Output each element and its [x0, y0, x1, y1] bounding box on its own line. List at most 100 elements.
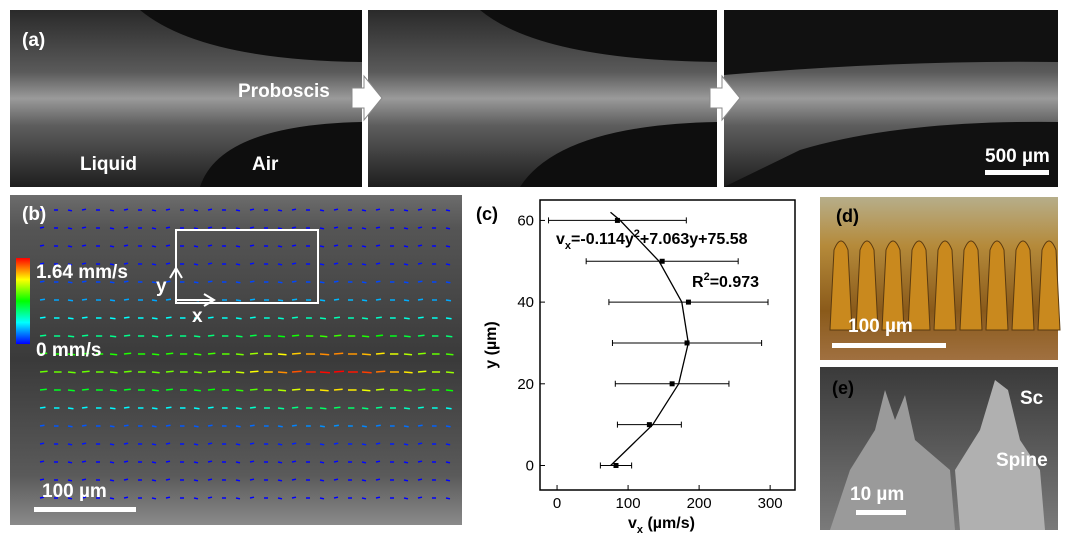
- vector: [320, 462, 324, 463]
- vector: [152, 408, 157, 409]
- vector: [320, 336, 327, 337]
- vector: [320, 282, 324, 283]
- vector: [82, 389, 89, 390]
- vector: [404, 390, 412, 391]
- vector: [446, 444, 450, 445]
- vector: [292, 497, 296, 498]
- vector: [208, 353, 215, 354]
- vector: [236, 264, 240, 265]
- vector: [334, 263, 338, 264]
- vector: [278, 354, 287, 355]
- vector: [110, 444, 114, 445]
- vector: [278, 264, 282, 265]
- vector: [82, 461, 86, 462]
- xl-part: (µm/s): [643, 515, 695, 532]
- vector: [250, 425, 255, 426]
- scale-bar: [985, 170, 1049, 175]
- colorbar-max: 1.64 mm/s: [36, 262, 128, 283]
- vector: [376, 335, 383, 336]
- vector: [404, 210, 408, 211]
- scale-label: 10 µm: [850, 484, 904, 505]
- vector: [124, 227, 128, 228]
- vector: [446, 282, 450, 283]
- vector: [124, 353, 131, 354]
- vector: [194, 408, 200, 409]
- vector: [82, 335, 88, 336]
- panel-c: (c) vx=-0.114y2+7.063y+75.58 R2=0.973 vx…: [476, 200, 795, 533]
- vector: [236, 246, 240, 247]
- vector: [376, 317, 382, 318]
- vector: [362, 336, 369, 337]
- vector: [110, 318, 116, 319]
- vector: [68, 408, 73, 409]
- vector: [166, 281, 170, 282]
- vector: [166, 461, 170, 462]
- vector: [418, 389, 425, 390]
- vector: [334, 443, 338, 444]
- vector: [166, 317, 172, 318]
- axis-label: y: [156, 276, 167, 297]
- eq-part: +7.063y+75.58: [640, 231, 748, 248]
- vector: [320, 354, 329, 355]
- vector: [334, 209, 338, 210]
- vector: [418, 479, 422, 480]
- panel-label: (e): [832, 378, 854, 398]
- vector: [194, 498, 198, 499]
- vector: [236, 318, 242, 319]
- vector: [446, 408, 452, 409]
- vector: [194, 480, 198, 481]
- vector: [446, 246, 450, 247]
- vector: [166, 443, 170, 444]
- vector: [418, 425, 423, 426]
- vector: [236, 462, 240, 463]
- point: [615, 218, 620, 223]
- panel-label: (c): [476, 204, 498, 224]
- scale-bar: [832, 343, 946, 348]
- vector: [40, 407, 45, 408]
- vector: [376, 227, 380, 228]
- vector: [320, 408, 326, 409]
- vector: [194, 264, 198, 265]
- vector: [166, 407, 171, 408]
- vector: [110, 462, 114, 463]
- vector: [292, 407, 298, 408]
- vector: [40, 461, 44, 462]
- vector: [208, 497, 212, 498]
- vector: [68, 336, 74, 337]
- vector: [292, 227, 296, 228]
- vector: [68, 210, 72, 211]
- vector: [40, 425, 45, 426]
- annotation: Spine: [996, 450, 1048, 471]
- panel-label: (d): [836, 206, 859, 226]
- vector: [362, 354, 371, 355]
- vector: [124, 299, 129, 300]
- r2-part: =0.973: [710, 274, 759, 291]
- vector: [334, 389, 343, 390]
- vector: [320, 318, 326, 319]
- vector: [250, 209, 254, 210]
- vector: [124, 209, 128, 210]
- vector: [320, 210, 324, 211]
- vector: [292, 263, 296, 264]
- vector: [82, 443, 86, 444]
- vector: [292, 443, 296, 444]
- vector: [194, 462, 198, 463]
- vector: [124, 425, 129, 426]
- vector: [124, 245, 128, 246]
- vector: [194, 228, 198, 229]
- vector: [376, 209, 380, 210]
- vector: [404, 498, 408, 499]
- point: [660, 259, 665, 264]
- vector: [152, 498, 156, 499]
- vector: [236, 354, 244, 355]
- vector: [278, 336, 285, 337]
- vector: [376, 245, 380, 246]
- y-axis-label: y (µm): [483, 321, 500, 368]
- vector: [362, 228, 366, 229]
- vector: [292, 461, 296, 462]
- fit-curve: [611, 212, 689, 465]
- vector: [166, 209, 170, 210]
- vector: [250, 227, 254, 228]
- vector: [404, 336, 411, 337]
- vector: [320, 246, 324, 247]
